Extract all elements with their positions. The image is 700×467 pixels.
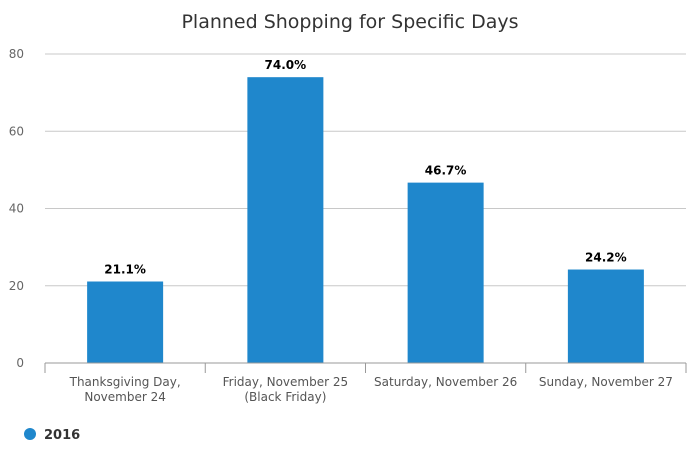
bar[interactable]	[407, 182, 484, 363]
legend[interactable]: 2016	[24, 428, 80, 443]
x-tick-label: Friday, November 25	[223, 375, 349, 389]
x-tick-label: Thanksgiving Day,	[69, 375, 181, 389]
bar[interactable]	[247, 77, 324, 364]
data-label: 24.2%	[585, 251, 627, 265]
x-tick-label: Sunday, November 27	[539, 375, 673, 389]
legend-label-2016[interactable]: 2016	[44, 428, 80, 443]
data-label: 21.1%	[104, 263, 146, 277]
chart-title: Planned Shopping for Specific Days	[181, 11, 518, 33]
y-tick-label: 60	[9, 124, 24, 138]
x-tick-label: November 24	[84, 390, 166, 404]
x-tick-label: Saturday, November 26	[374, 375, 517, 389]
bar[interactable]	[87, 281, 164, 363]
bars: 21.1% 74.0% 46.7% 24.2%	[87, 58, 644, 364]
bar[interactable]	[567, 269, 644, 363]
y-tick-label: 20	[9, 279, 24, 293]
data-label: 74.0%	[265, 58, 307, 72]
x-axis: Thanksgiving Day,November 24 Friday, Nove…	[44, 362, 687, 404]
y-tick-label: 0	[16, 356, 24, 370]
y-tick-label: 80	[9, 47, 24, 61]
legend-marker-2016[interactable]	[24, 428, 36, 440]
y-axis: 0 20 40 60 80	[9, 47, 24, 370]
y-tick-label: 40	[9, 202, 24, 216]
data-label: 46.7%	[425, 164, 467, 178]
x-tick-label: (Black Friday)	[244, 390, 326, 404]
